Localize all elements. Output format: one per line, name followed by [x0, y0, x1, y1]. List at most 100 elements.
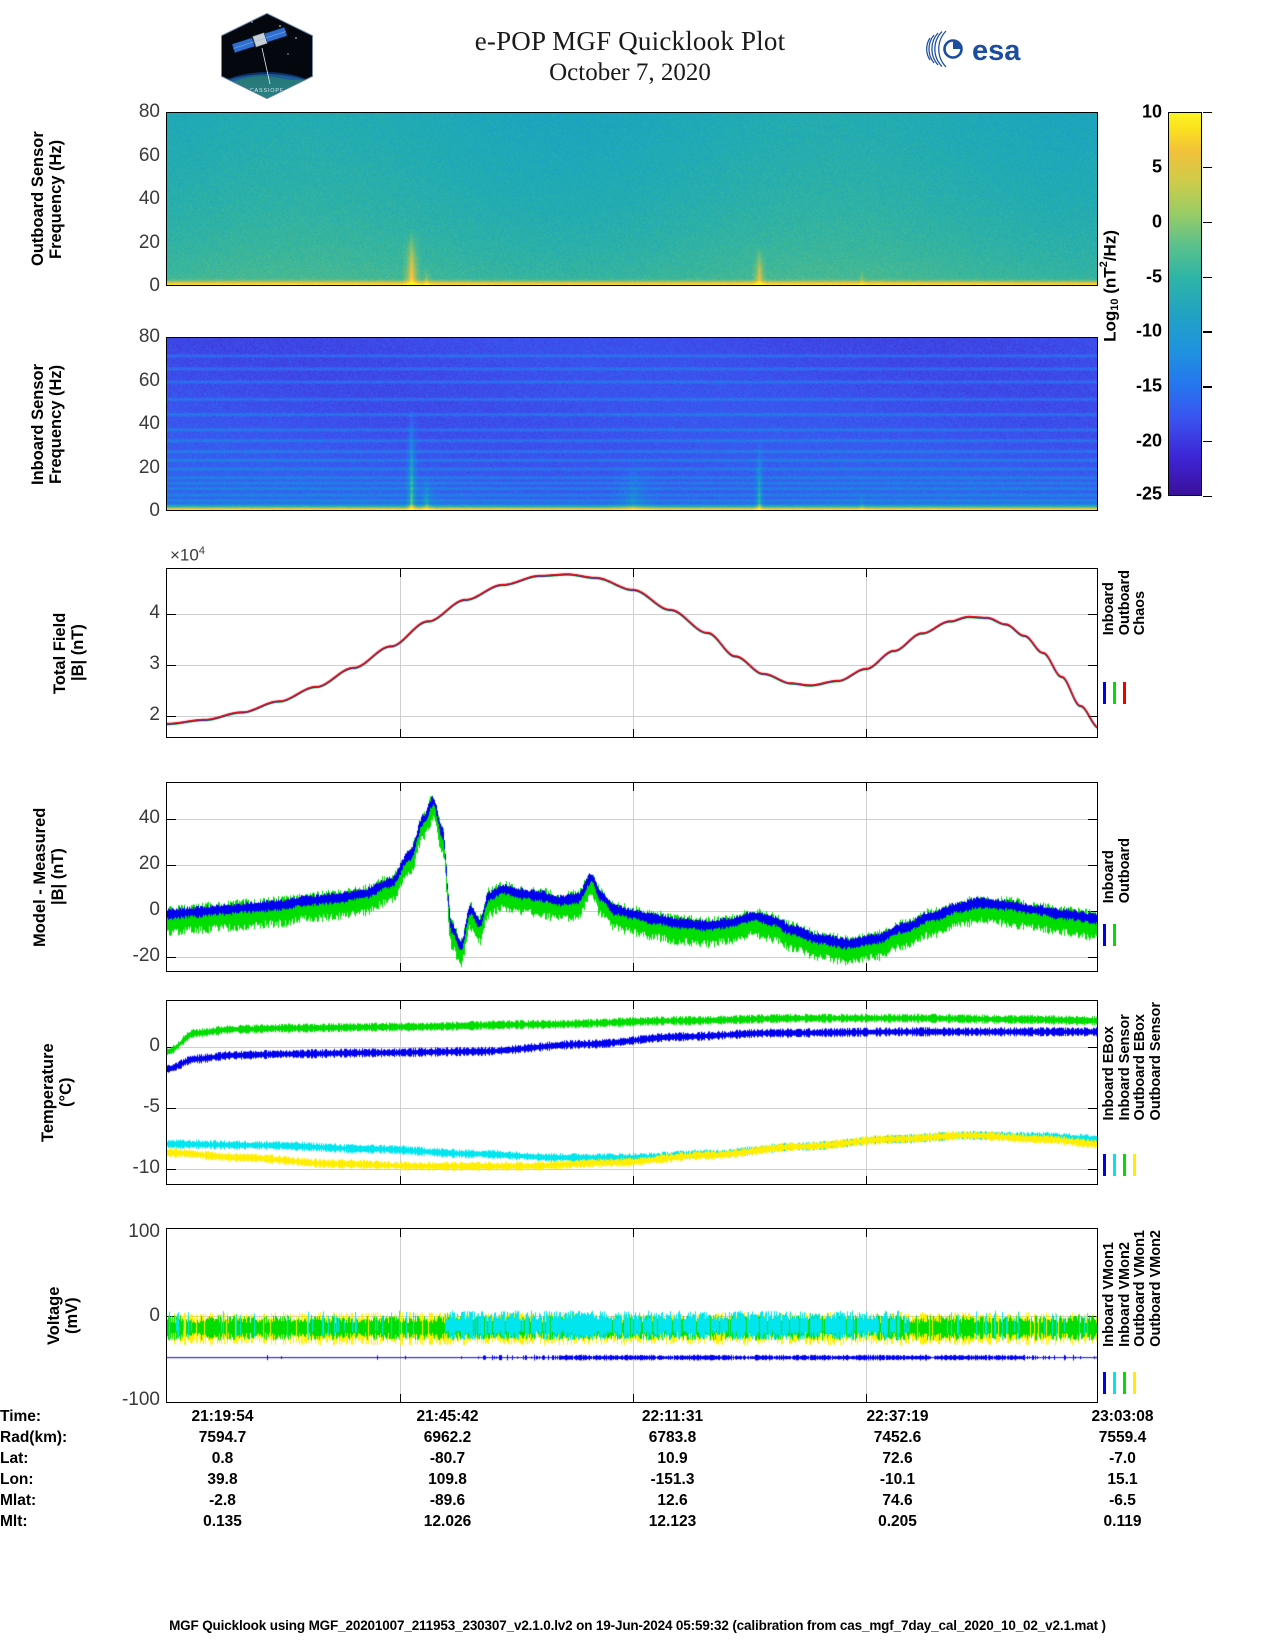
inboard-spectrogram-plot — [166, 337, 1098, 511]
table-cell: 22:11:31 — [641, 1407, 704, 1425]
total-field-exponent: ×104 — [170, 545, 205, 565]
table-cell: 39.8 — [207, 1470, 238, 1488]
temperature-panel[interactable] — [166, 1000, 1098, 1185]
table-row: Lon: 39.8 109.8 -151.3 -10.1 15.1 — [0, 1469, 1235, 1490]
table-cell: 10.9 — [657, 1449, 688, 1467]
legend-swatch — [1103, 924, 1106, 946]
table-row-label: Lat: — [0, 1449, 29, 1467]
colorbar: 10 5 0 -5 -10 -15 -20 -25 — [1136, 102, 1212, 504]
colorbar-title: Log10 (nT2/Hz) — [1098, 230, 1122, 342]
table-row-label: Time: — [0, 1407, 42, 1425]
legend-label: Outboard VMon2 — [1147, 1230, 1164, 1347]
table-cell: 0.119 — [1103, 1512, 1142, 1530]
legend-label: Inboard VMon2 — [1116, 1242, 1133, 1347]
table-row: Mlat: -2.8 -89.6 12.6 74.6 -6.5 — [0, 1490, 1235, 1511]
footer-text: MGF Quicklook using MGF_20201007_211953_… — [169, 1618, 1106, 1633]
legend-swatch — [1113, 1154, 1116, 1176]
table-row: Rad(km): 7594.7 6962.2 6783.8 7452.6 7559.4 — [0, 1427, 1235, 1448]
legend-swatch — [1113, 1372, 1116, 1394]
table-cell: 6783.8 — [648, 1428, 697, 1446]
colorbar-tick: 10 — [1141, 101, 1162, 122]
temperature-plot — [166, 1000, 1098, 1185]
total-field-panel[interactable] — [166, 568, 1098, 738]
colorbar-tick: -15 — [1135, 375, 1162, 396]
cassiope-mission-patch-icon: CASSIOPE — [221, 12, 313, 100]
temperature-canvas — [167, 1001, 1097, 1184]
voltage-canvas — [167, 1229, 1097, 1402]
table-cell: 7452.6 — [873, 1428, 922, 1446]
table-cell: 6962.2 — [423, 1428, 472, 1446]
table-row-label: Mlat: — [0, 1491, 37, 1509]
voltage-ylabel: Voltage (mV) — [45, 1286, 81, 1345]
svg-text:CASSIOPE: CASSIOPE — [250, 88, 285, 94]
model-minus-measured-plot — [166, 782, 1098, 972]
voltage-legend: Inboard VMon1 Inboard VMon2 Outboard VMon1… — [1101, 1230, 1174, 1405]
table-cell: 12.123 — [648, 1512, 697, 1530]
table-cell: 72.6 — [882, 1449, 913, 1467]
total-field-legend: Inboard Outboard Chaos — [1101, 570, 1162, 730]
table-cell: 23:03:08 — [1091, 1407, 1154, 1425]
voltage-panel[interactable] — [166, 1228, 1098, 1403]
legend-swatch — [1103, 1154, 1106, 1176]
inboard-spectrogram-ylabel: Inboard Sensor Frequency (Hz) — [29, 363, 65, 485]
table-cell: 109.8 — [428, 1470, 467, 1488]
legend-swatch — [1113, 924, 1116, 946]
legend-label: Inboard Sensor — [1116, 1014, 1133, 1121]
model-minus-measured-panel[interactable] — [166, 782, 1098, 972]
table-cell: 12.026 — [423, 1512, 472, 1530]
table-cell: -151.3 — [650, 1470, 695, 1488]
page-title: e-POP MGF Quicklook Plot October 7, 2020 — [330, 26, 930, 88]
outboard-spectrogram-ylabel: Outboard Sensor Frequency (Hz) — [29, 131, 65, 267]
table-cell: 21:45:42 — [416, 1407, 479, 1425]
esa-logo-icon: esa — [926, 30, 1021, 68]
table-cell: -6.5 — [1109, 1491, 1136, 1509]
table-cell: -10.1 — [879, 1470, 916, 1488]
table-cell: 0.205 — [878, 1512, 917, 1530]
total-field-ylabel: Total Field |B| (nT) — [51, 612, 87, 694]
legend-label: Inboard VMon1 — [1101, 1242, 1117, 1347]
colorbar-tick: 5 — [1151, 156, 1162, 177]
table-cell: 22:37:19 — [866, 1407, 929, 1425]
table-cell: 12.6 — [657, 1491, 688, 1509]
legend-label: Outboard — [1116, 838, 1133, 904]
voltage-plot — [166, 1228, 1098, 1403]
info-table: Time: 21:19:54 21:45:42 22:11:31 22:37:19 23:… — [0, 1406, 1275, 1532]
header: CASSIOPE e-POP MGF Quicklook Plot Octobe… — [0, 0, 1275, 105]
legend-swatch — [1133, 1154, 1136, 1176]
legend-label: Inboard — [1101, 582, 1117, 636]
model-minus-measured-canvas — [167, 783, 1097, 971]
inboard-spectrogram-canvas — [167, 338, 1097, 510]
colorbar-tick: -20 — [1135, 430, 1162, 451]
table-cell: 7594.7 — [198, 1428, 247, 1446]
table-row: Mlt: 0.135 12.026 12.123 0.205 0.119 — [0, 1511, 1235, 1532]
esa-wordmark: esa — [972, 35, 1021, 67]
table-cell: -7.0 — [1109, 1449, 1136, 1467]
outboard-spectrogram-panel[interactable] — [166, 112, 1098, 286]
colorbar-tick: -10 — [1135, 320, 1162, 341]
legend-label: Inboard EBox — [1101, 1026, 1117, 1121]
colorbar-gradient — [1168, 112, 1202, 496]
legend-swatch — [1103, 1372, 1106, 1394]
table-cell: 21:19:54 — [191, 1407, 254, 1425]
legend-swatch — [1103, 682, 1106, 704]
table-cell: -2.8 — [209, 1491, 236, 1509]
outboard-spectrogram-canvas — [167, 113, 1097, 285]
legend-label: Chaos — [1132, 590, 1148, 636]
colorbar-tick: 0 — [1151, 211, 1162, 232]
legend-label: Inboard — [1101, 850, 1117, 904]
legend-swatch — [1123, 682, 1126, 704]
inboard-spectrogram-panel[interactable] — [166, 337, 1098, 511]
total-field-canvas — [167, 569, 1097, 737]
legend-swatch — [1133, 1372, 1136, 1394]
table-row-label: Mlt: — [0, 1512, 28, 1530]
legend-label: Outboard EBox — [1132, 1014, 1148, 1121]
title-sub: October 7, 2020 — [549, 58, 711, 86]
table-cell: 74.6 — [882, 1491, 913, 1509]
total-field-plot — [166, 568, 1098, 738]
colorbar-tick: -5 — [1145, 266, 1162, 287]
table-row-label: Lon: — [0, 1470, 34, 1488]
table-cell: 0.8 — [211, 1449, 234, 1467]
table-cell: 0.135 — [203, 1512, 242, 1530]
legend-swatch — [1113, 682, 1116, 704]
table-row-label: Rad(km): — [0, 1428, 68, 1446]
